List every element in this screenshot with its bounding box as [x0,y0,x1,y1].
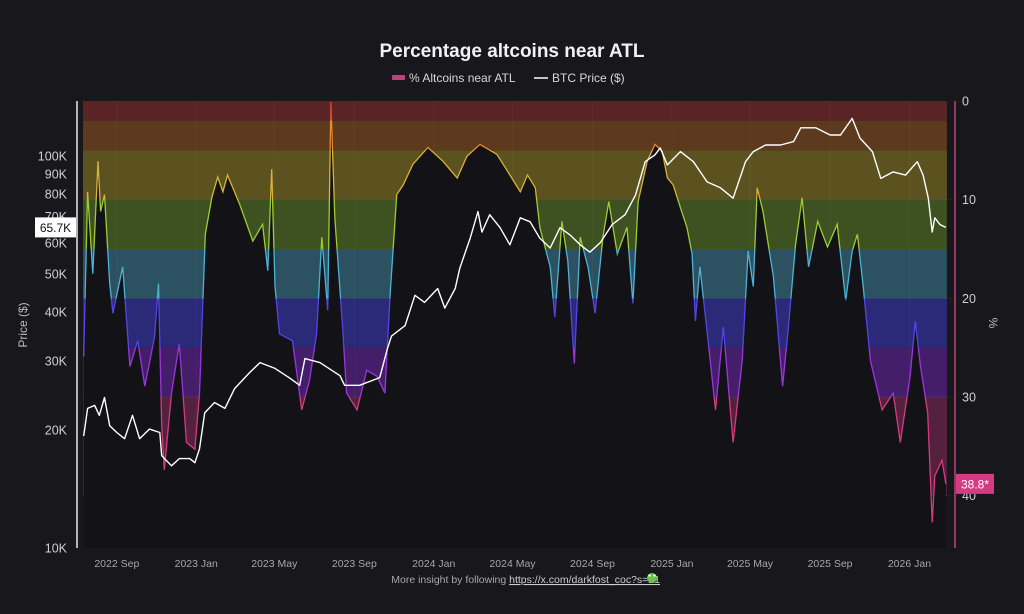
btc-badge-bg [35,217,76,238]
left-tick-60K: 60K [45,236,68,250]
altcoins-current-value-badge: 38.8* [956,473,994,494]
altcoins-near-atl-line [83,101,947,523]
x-tick-label: 2026 Jan [888,558,931,570]
right-tick-10: 10 [962,193,976,207]
legend-item-btc[interactable]: BTC Price ($) [534,71,625,85]
altcoins-badge-bg [956,473,994,494]
x-tick-label: 2024 Sep [570,558,615,570]
x-tick-label: 2023 Sep [332,558,377,570]
x-axis-ticks: 2022 Sep 2023 Jan 2023 May 2023 Sep 2024 Jan… [94,558,931,570]
left-axis-label: Price ($) [16,302,30,347]
right-tick-0: 0 [962,95,969,109]
right-axis-label: % [986,318,1000,329]
x-tick-label: 2022 Sep [94,558,139,570]
x-tick-label: 2023 Jan [175,558,218,570]
right-tick-20: 20 [962,292,976,306]
left-tick-50K: 50K [45,267,68,281]
x-tick-label: 2025 Sep [808,558,853,570]
footer-text: More insight by following https://x.com/… [391,574,660,586]
legend-label-altcoins: % Altcoins near ATL [409,71,516,85]
altcoins-area-mask [83,102,946,548]
altcoins-badge-value: 38.8* [961,477,989,491]
x-tick-label: 2025 Jan [650,558,693,570]
btc-current-price-badge: 65.7K [35,217,76,238]
left-tick-90K: 90K [45,167,68,181]
legend-swatch-altcoins [392,75,405,80]
x-tick-label: 2024 May [489,558,536,570]
band-0-2 [83,101,947,121]
footer: More insight by following https://x.com/… [391,573,660,586]
legend: % Altcoins near ATL BTC Price ($) [392,71,625,85]
x-tick-label: 2023 May [251,558,298,570]
left-tick-20K: 20K [45,423,68,437]
legend-item-altcoins[interactable]: % Altcoins near ATL [392,71,516,85]
left-tick-40K: 40K [45,305,68,319]
btc-badge-value: 65.7K [40,221,71,235]
footer-link[interactable]: https://x.com/darkfost_coc?s=21 [509,574,660,586]
left-tick-10K: 10K [45,542,68,556]
left-tick-100K: 100K [38,149,68,163]
right-tick-30: 30 [962,391,976,405]
band-2-5 [83,120,947,151]
chart-title: Percentage altcoins near ATL [379,41,644,62]
footer-prefix: More insight by following [391,574,509,586]
x-tick-label: 2025 May [727,558,774,570]
left-tick-30K: 30K [45,354,68,368]
left-tick-80K: 80K [45,187,68,201]
frog-icon [647,573,657,583]
x-tick-label: 2024 Jan [412,558,455,570]
btc-price-line [83,117,947,467]
legend-label-btc: BTC Price ($) [552,71,625,85]
